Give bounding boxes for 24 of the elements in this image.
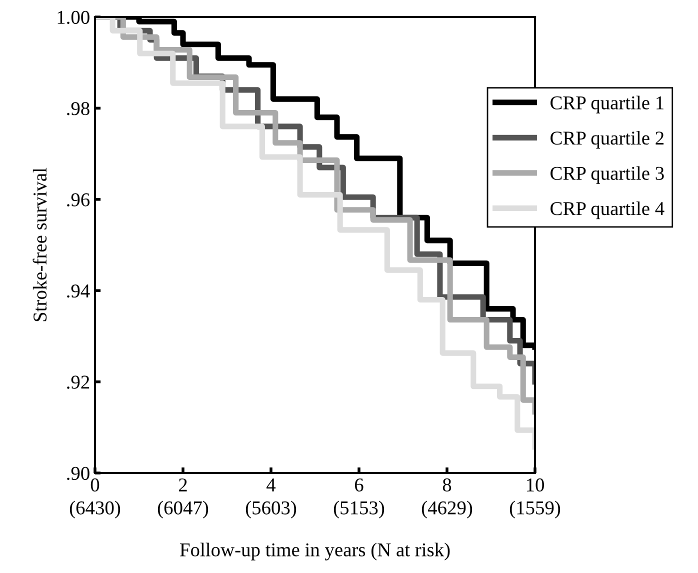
text: (5153)	[334, 500, 384, 518]
x-tick-label: 8	[442, 478, 452, 492]
y-tick-label: .96	[67, 193, 90, 206]
y-tick-label: .94	[67, 284, 90, 298]
text: (6430)	[70, 500, 120, 518]
x-tick-label: 6	[354, 478, 364, 492]
y-tick-label: 1.00	[58, 10, 90, 24]
x-tick-label: 2	[178, 478, 187, 492]
y-tick-label: .92	[67, 376, 90, 389]
text: (1559)	[510, 500, 560, 518]
legend-label: CRP quartile 4	[550, 201, 664, 220]
x-tick-label: 0	[90, 478, 100, 492]
legend-label: CRP quartile 1	[550, 96, 664, 114]
legend-label: CRP quartile 2	[550, 130, 664, 149]
y-tick-label: .90	[67, 466, 90, 480]
text: (6047)	[158, 500, 208, 518]
legend-label: CRP quartile 3	[550, 166, 664, 184]
text: (5603)	[246, 500, 296, 518]
y-tick-label: .98	[67, 102, 90, 116]
text: (4629)	[422, 500, 472, 518]
x-tick-label: 10	[526, 478, 544, 492]
x-tick-label: 4	[266, 478, 276, 492]
x-axis-title: Follow-up time in years (N at risk)	[180, 542, 450, 560]
y-axis-title: Stroke-free survival	[32, 168, 47, 322]
